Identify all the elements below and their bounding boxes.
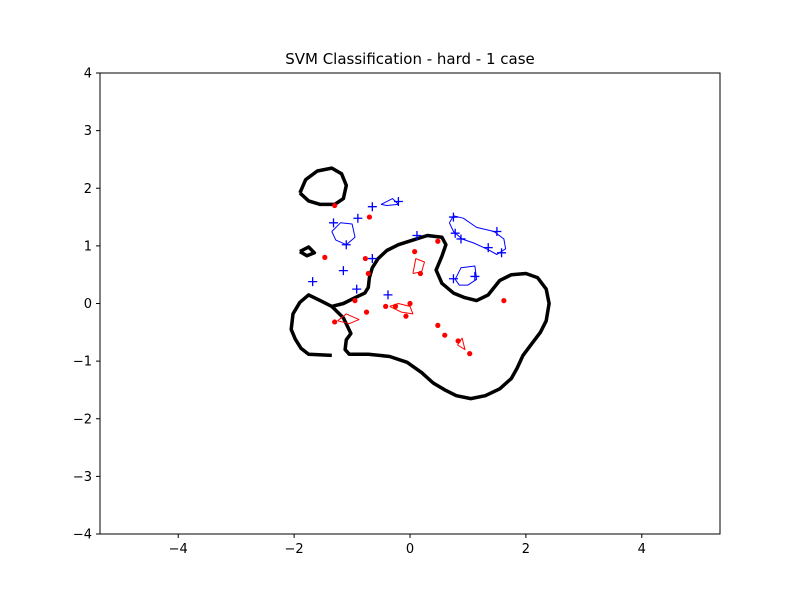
positive-point-1	[353, 213, 363, 223]
negative-point-13	[407, 300, 413, 307]
positive-margin-contour-6	[454, 265, 478, 286]
negative-point-9	[363, 309, 370, 315]
y-tick-label-2: −2	[73, 412, 92, 427]
positive-point-2	[367, 202, 377, 212]
y-tick-label-1: −3	[73, 470, 92, 485]
x-tick-label-3: 2	[522, 542, 530, 557]
negative-margin-contour-7	[412, 258, 425, 274]
plot-area	[99, 72, 721, 535]
positive-point-15	[483, 243, 493, 253]
positive-point-3	[393, 197, 403, 207]
negative-point-18	[467, 351, 473, 357]
points-layer	[308, 197, 507, 357]
negative-point-12	[392, 303, 399, 309]
decision-boundary-contour-2	[299, 245, 317, 258]
decision-boundary-contour-1	[298, 166, 349, 207]
x-axis: −4 −2 0 2 4	[169, 534, 646, 557]
negative-point-4	[365, 270, 371, 277]
negative-point-17	[455, 338, 461, 344]
negative-point-6	[417, 270, 424, 277]
y-tick-label-6: 2	[84, 182, 92, 197]
positive-point-10	[448, 212, 458, 222]
y-tick-label-4: 0	[84, 297, 92, 312]
negative-point-1	[366, 214, 373, 220]
x-tick-label-1: −2	[285, 542, 304, 557]
positive-point-17	[497, 248, 507, 258]
negative-point-16	[442, 332, 448, 338]
positive-point-6	[308, 277, 318, 287]
negative-point-19	[501, 298, 507, 304]
positive-point-4	[341, 240, 351, 250]
x-tick-label-0: −4	[169, 542, 188, 557]
contours-layer	[289, 166, 551, 401]
positive-point-11	[450, 228, 460, 238]
negative-point-3	[362, 255, 368, 262]
negative-point-2	[322, 254, 328, 260]
negative-point-11	[383, 303, 389, 309]
negative-point-15	[435, 322, 441, 328]
negative-margin-contour-8	[389, 303, 414, 315]
negative-margin-contour-9	[337, 313, 360, 325]
y-tick-label-3: −1	[73, 355, 92, 370]
negative-point-14	[403, 313, 409, 319]
chart-title: SVM Classification - hard - 1 case	[285, 50, 535, 68]
positive-point-16	[492, 226, 502, 236]
positive-point-18	[352, 284, 362, 294]
y-tick-label-7: 3	[84, 124, 92, 139]
negative-point-5	[412, 249, 418, 255]
y-tick-label-5: 1	[84, 239, 92, 254]
positive-point-13	[448, 274, 458, 284]
positive-point-8	[367, 254, 377, 264]
x-tick-label-4: 4	[638, 542, 646, 557]
positive-margin-contour-3	[331, 222, 356, 246]
positive-point-0	[329, 218, 339, 228]
positive-point-14	[470, 271, 480, 281]
negative-point-0	[332, 202, 338, 209]
positive-point-12	[456, 234, 466, 244]
positive-point-7	[383, 290, 393, 300]
y-tick-label-8: 4	[84, 67, 92, 82]
negative-point-7	[435, 238, 441, 244]
y-axis: −4 −3 −2 −1 0 1 2 3 4	[73, 67, 100, 543]
x-tick-label-2: 0	[406, 542, 414, 557]
positive-point-9	[412, 231, 422, 241]
positive-point-5	[338, 266, 348, 276]
negative-point-10	[332, 319, 338, 325]
decision-boundary-contour-0	[289, 233, 551, 401]
y-tick-label-0: −4	[73, 528, 92, 543]
negative-point-8	[352, 298, 358, 304]
